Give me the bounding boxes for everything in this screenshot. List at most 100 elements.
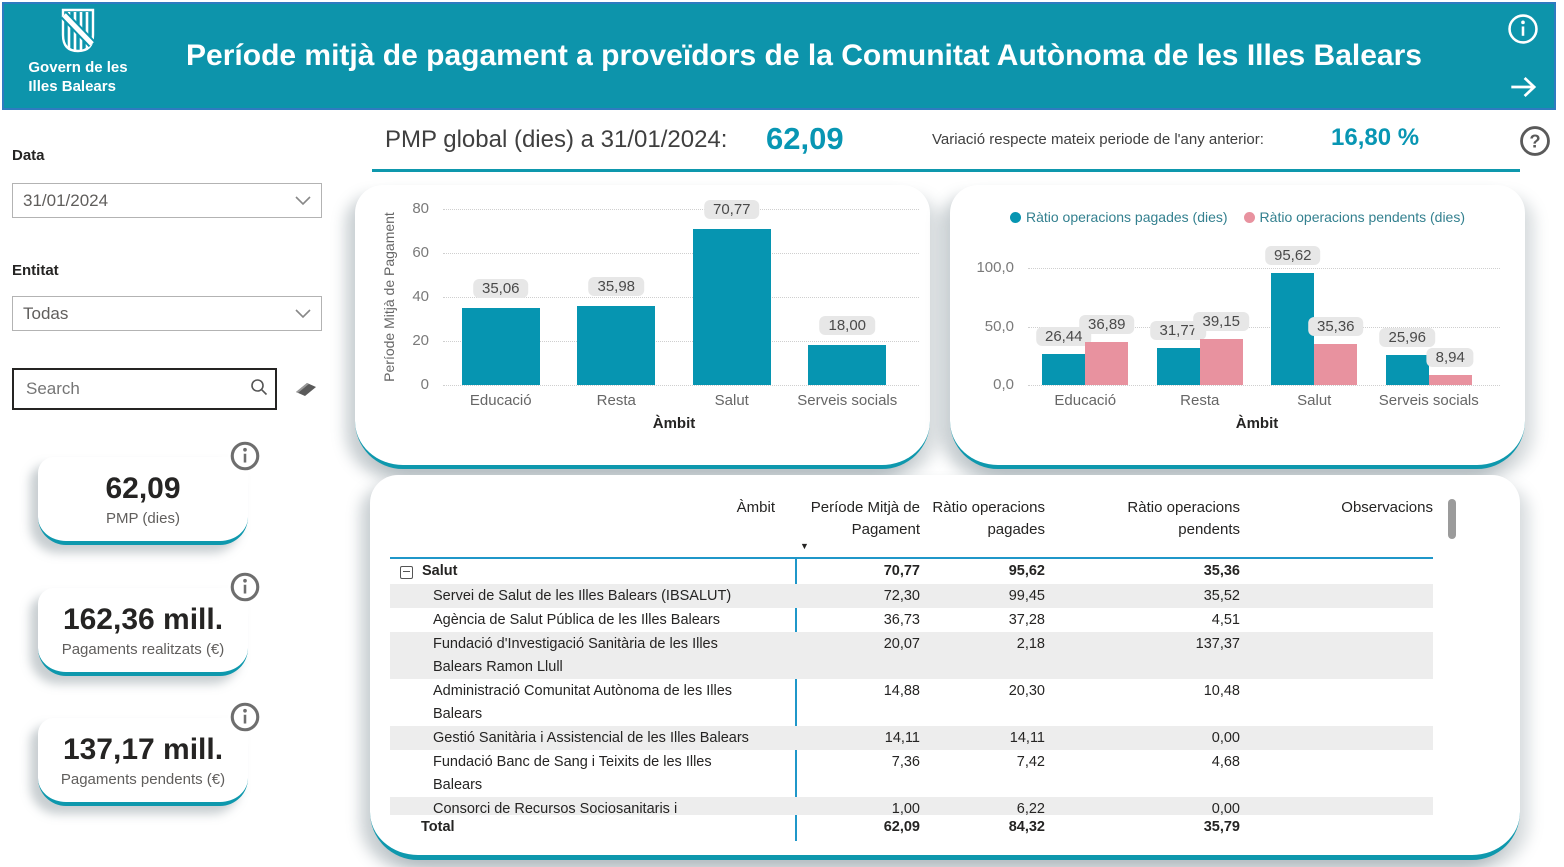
bar-salut[interactable] bbox=[692, 229, 771, 385]
column-header-pmp[interactable]: Període Mitjà de Pagament bbox=[810, 499, 920, 538]
help-icon[interactable]: ? bbox=[1518, 124, 1552, 158]
cell-pendents: 35,79 bbox=[1203, 819, 1240, 835]
entitat-dropdown-value: Todas bbox=[23, 303, 69, 323]
x-axis-tick: Salut bbox=[1297, 392, 1332, 409]
column-header-pendents[interactable]: Ràtio operacions pendents bbox=[1127, 499, 1240, 538]
column-header-pagades[interactable]: Ràtio operacions pagades bbox=[932, 499, 1045, 538]
table-row[interactable]: Administració Comunitat Autònoma de les … bbox=[390, 679, 1433, 726]
cell-pmp: 1,00 bbox=[891, 801, 920, 815]
page-title: Període mitjà de pagament a proveïdors d… bbox=[186, 39, 1422, 72]
sort-descending-icon[interactable]: ▼ bbox=[800, 541, 809, 551]
table-scrollbar[interactable] bbox=[1448, 499, 1456, 539]
cell-observacions bbox=[1240, 797, 1433, 798]
cell-pendents: 35,36 bbox=[1203, 563, 1240, 579]
chevron-down-icon[interactable] bbox=[295, 304, 311, 324]
bar-resta[interactable] bbox=[577, 305, 656, 385]
cell-pagades: 84,32 bbox=[1008, 819, 1045, 835]
bar-value-label: 31,77 bbox=[1150, 320, 1207, 340]
bar-value-label: 35,98 bbox=[588, 276, 645, 296]
kpi-card-pagaments-pendents: 137,17 mill. Pagaments pendents (€) bbox=[38, 700, 262, 806]
table-total-row[interactable]: Total 62,09 84,32 35,79 bbox=[390, 815, 1433, 841]
row-name: Agència de Salut Pública de les Illes Ba… bbox=[433, 612, 720, 628]
kpi-card-pmp: 62,09 PMP (dies) bbox=[38, 439, 262, 545]
info-icon[interactable] bbox=[228, 700, 262, 734]
x-axis-title: Àmbit bbox=[652, 415, 696, 432]
y-axis-tick: 60 bbox=[412, 244, 429, 261]
legend-dot bbox=[1243, 211, 1255, 223]
x-axis-tick: Salut bbox=[714, 392, 749, 409]
table-row[interactable]: Salut 70,77 95,62 35,36 bbox=[390, 559, 1433, 584]
legend-item-pendents[interactable]: Ràtio operacions pendents (dies) bbox=[1243, 209, 1466, 225]
cell-pmp: 20,07 bbox=[883, 636, 920, 652]
table-row[interactable]: Servei de Salut de les Illes Balears (IB… bbox=[390, 584, 1433, 608]
x-axis-tick: Resta bbox=[596, 392, 636, 409]
chart-legend: Ràtio operacions pagades (dies) Ràtio ope… bbox=[950, 209, 1525, 225]
cell-pendents: 137,37 bbox=[1195, 636, 1240, 652]
cell-observacions bbox=[1240, 679, 1433, 680]
logo-text: Govern de les Illes Balears bbox=[28, 59, 128, 95]
table-column-divider bbox=[795, 557, 797, 841]
chevron-down-icon[interactable] bbox=[295, 191, 311, 211]
cell-observacions bbox=[1240, 608, 1433, 609]
gridline bbox=[443, 385, 919, 386]
bar-value-label: 26,44 bbox=[1035, 327, 1092, 347]
data-dropdown-value: 31/01/2024 bbox=[23, 190, 109, 210]
table-row[interactable]: Consorci de Recursos Sociosanitaris i 1,0… bbox=[390, 797, 1433, 815]
search-input[interactable] bbox=[24, 378, 249, 400]
bar-value-label: 35,36 bbox=[1307, 316, 1364, 336]
info-icon[interactable] bbox=[228, 570, 262, 604]
kpi-card-pagaments-realitzats: 162,36 mill. Pagaments realitzats (€) bbox=[38, 570, 262, 676]
table-row[interactable]: Gestió Sanitària i Assistencial de les I… bbox=[390, 726, 1433, 750]
search-box[interactable] bbox=[12, 368, 277, 410]
bar-serveis-socials-pendents[interactable] bbox=[1428, 374, 1472, 385]
bar-educació[interactable] bbox=[461, 307, 540, 385]
bar-resta-pagades[interactable] bbox=[1156, 347, 1200, 385]
data-dropdown[interactable]: 31/01/2024 bbox=[12, 183, 322, 218]
legend-label: Ràtio operacions pendents (dies) bbox=[1259, 209, 1466, 225]
bar-value-label: 95,62 bbox=[1264, 246, 1321, 266]
cell-observacions bbox=[1240, 750, 1433, 751]
pmp-global-label: PMP global (dies) a 31/01/2024: bbox=[385, 126, 728, 153]
bar-salut-pagades[interactable] bbox=[1271, 273, 1315, 385]
column-header-ambit[interactable]: Àmbit bbox=[736, 499, 775, 516]
bar-value-label: 70,77 bbox=[703, 200, 760, 220]
table-row[interactable]: Fundació d'Investigació Sanitària de les… bbox=[390, 632, 1433, 679]
cell-pagades: 99,45 bbox=[1008, 588, 1045, 604]
bar-resta-pendents[interactable] bbox=[1199, 339, 1243, 385]
eraser-icon[interactable] bbox=[293, 377, 319, 401]
bar-educació-pendents[interactable] bbox=[1085, 341, 1129, 385]
cell-pmp: 72,30 bbox=[883, 588, 920, 604]
info-icon[interactable] bbox=[1506, 12, 1540, 46]
arrow-right-icon[interactable] bbox=[1506, 70, 1540, 104]
y-axis-tick: 0 bbox=[420, 376, 429, 393]
pmp-global-value: 62,09 bbox=[766, 121, 844, 156]
bar-serveis-socials[interactable] bbox=[808, 345, 887, 385]
bar-educació-pagades[interactable] bbox=[1042, 354, 1086, 385]
info-icon[interactable] bbox=[228, 439, 262, 473]
y-axis-tick: 40 bbox=[412, 288, 429, 305]
bar-value-label: 39,15 bbox=[1193, 312, 1250, 332]
bar-serveis-socials-pagades[interactable] bbox=[1385, 354, 1429, 385]
cell-pagades: 14,11 bbox=[1009, 730, 1045, 746]
legend-item-pagades[interactable]: Ràtio operacions pagades (dies) bbox=[1009, 209, 1228, 225]
entitat-dropdown[interactable]: Todas bbox=[12, 296, 322, 331]
svg-text:?: ? bbox=[1529, 131, 1540, 152]
cell-pagades: 2,18 bbox=[1016, 636, 1045, 652]
table-row[interactable]: Agència de Salut Pública de les Illes Ba… bbox=[390, 608, 1433, 632]
govern-logo: Govern de les Illes Balears bbox=[20, 8, 136, 97]
collapse-icon[interactable] bbox=[400, 566, 413, 579]
cell-observacions bbox=[1240, 584, 1433, 585]
ratio-operacions-chart: Ràtio operacions pagades (dies) Ràtio ope… bbox=[950, 185, 1525, 469]
kpi-value: 162,36 mill. bbox=[62, 602, 224, 636]
cell-pmp: 70,77 bbox=[883, 563, 920, 579]
gridline bbox=[1028, 385, 1500, 386]
row-name: Fundació d'Investigació Sanitària de les… bbox=[433, 636, 718, 675]
gridline bbox=[443, 297, 919, 298]
data-filter-label: Data bbox=[12, 147, 45, 164]
bar-salut-pendents[interactable] bbox=[1314, 343, 1358, 385]
header: Govern de les Illes Balears Període mitj… bbox=[2, 2, 1556, 110]
table-row[interactable]: Fundació Banc de Sang i Teixits de les I… bbox=[390, 750, 1433, 797]
cell-observacions bbox=[1240, 815, 1433, 816]
column-header-observacions[interactable]: Observacions bbox=[1341, 499, 1433, 516]
y-axis-tick: 0,0 bbox=[993, 376, 1014, 393]
